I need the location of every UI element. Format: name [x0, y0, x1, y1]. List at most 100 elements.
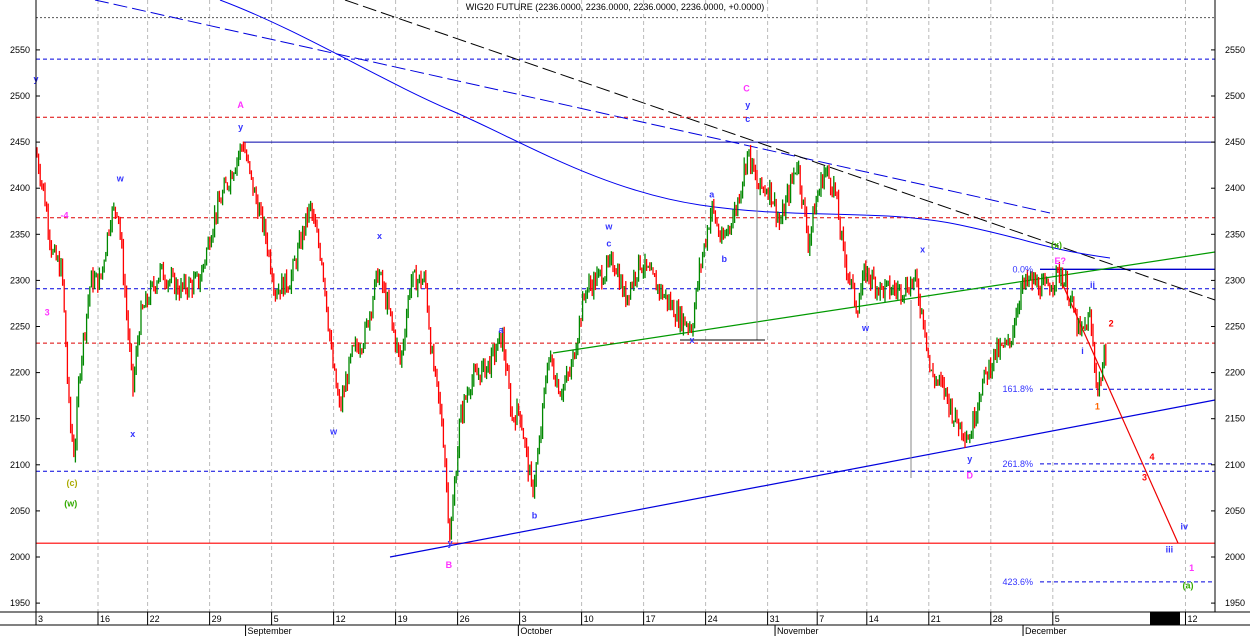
wave-label: 3 [45, 307, 50, 317]
y-tick-label-left: 2450 [10, 137, 30, 147]
fib-label: 423.6% [1002, 577, 1033, 587]
wave-label: a [498, 325, 504, 335]
x-tick-label: 3 [522, 614, 527, 624]
wave-label: a [709, 189, 715, 199]
wave-label: w [329, 426, 338, 436]
wave-label: i [1081, 346, 1084, 356]
x-tick-label: 29 [212, 614, 222, 624]
wave-label: y [967, 454, 972, 464]
month-label: September [248, 626, 292, 636]
y-tick-label-right: 2050 [1225, 506, 1245, 516]
moving-average [219, 0, 1111, 259]
x-tick-label: 24 [708, 614, 718, 624]
wave-label: w [116, 174, 125, 184]
x-tick-label: 12 [336, 614, 346, 624]
y-tick-label-right: 2450 [1225, 137, 1245, 147]
wave-label: 1 [1189, 563, 1194, 573]
wave-label: 1 [1095, 401, 1100, 411]
y-tick-label-right: 2300 [1225, 275, 1245, 285]
x-tick-label: 16 [100, 614, 110, 624]
x-tick-label: 22 [150, 614, 160, 624]
y-tick-label-left: 2300 [10, 275, 30, 285]
wave-label: w [604, 222, 613, 232]
wave-label: y [448, 538, 453, 548]
wave-label: (c) [66, 478, 77, 488]
y-tick-label-right: 2200 [1225, 368, 1245, 378]
wave-label: E? [1054, 256, 1066, 266]
projection-line [1061, 282, 1179, 544]
y-tick-label-left: 2200 [10, 368, 30, 378]
wave-label: (x) [1051, 240, 1062, 250]
wave-label: x [689, 335, 694, 345]
wave-label: c [745, 114, 750, 124]
y-tick-label-right: 2100 [1225, 460, 1245, 470]
x-tick-label: 5 [1055, 614, 1060, 624]
fib-label: 0.0% [1012, 264, 1033, 274]
wave-label: y [238, 122, 243, 132]
y-tick-label-right: 2400 [1225, 183, 1245, 193]
y-tick-label-right: 2150 [1225, 414, 1245, 424]
y-tick-label-left: 2350 [10, 229, 30, 239]
grid [35, 0, 1186, 612]
fib-label: 261.8% [1002, 459, 1033, 469]
y-tick-label-right: 2500 [1225, 91, 1245, 101]
x-tick-label: 31 [770, 614, 780, 624]
y-tick-label-left: 2400 [10, 183, 30, 193]
month-label: October [520, 626, 552, 636]
wave-label: (w) [64, 498, 77, 508]
wave-label: y [745, 100, 750, 110]
wave-label: A [237, 100, 244, 110]
y-tick-label-left: 2000 [10, 552, 30, 562]
x-tick-label: 14 [869, 614, 879, 624]
wave-label: b [721, 254, 727, 264]
y-tick-label-left: 2250 [10, 322, 30, 332]
wave-label: B [446, 560, 453, 570]
wave-label: 2 [1109, 319, 1114, 329]
y-tick-label-right: 2000 [1225, 552, 1245, 562]
x-tick-label: 5 [274, 614, 279, 624]
wave-label: D [966, 471, 973, 481]
wave-label: (a) [1182, 580, 1193, 590]
wave-label: C [743, 83, 750, 93]
wave-label: b [532, 510, 538, 520]
wave-label: x [920, 245, 925, 255]
wave-label: iv [1180, 521, 1188, 531]
wave-label: x [130, 429, 135, 439]
y-tick-label-right: 1950 [1225, 598, 1245, 608]
x-tick-label: 3 [38, 614, 43, 624]
wave-label: 4 [1149, 452, 1154, 462]
wave-label: x [377, 231, 382, 241]
lower-trendline [389, 399, 1216, 558]
x-tick-label: 12 [1187, 614, 1197, 624]
month-label: November [777, 626, 819, 636]
price-bars [36, 141, 1107, 542]
trend-lines [36, 0, 1216, 583]
y-tick-label-left: 2050 [10, 506, 30, 516]
y-tick-label-left: 2500 [10, 91, 30, 101]
y-tick-label-right: 2350 [1225, 229, 1245, 239]
y-tick-label-left: 2550 [10, 45, 30, 55]
x-tick-label: 17 [646, 614, 656, 624]
wave-label: iii [1166, 544, 1174, 554]
y-tick-label-left: 1950 [10, 598, 30, 608]
x-tick-label: 28 [993, 614, 1003, 624]
x-axis-bg [0, 612, 1250, 636]
month-label: December [1025, 626, 1067, 636]
current-period-marker [1150, 612, 1180, 625]
x-tick-label: 10 [584, 614, 594, 624]
fib-label: 161.8% [1002, 384, 1033, 394]
wave-annotations: 0.0% 161.8% 261.8% 423.6% y 3 -4 (c) (w) w x Ay w x y B… [33, 74, 1194, 590]
wave-label: -4 [61, 211, 69, 221]
black-dashed-trendline [344, 0, 1216, 301]
x-tick-label: 7 [819, 614, 824, 624]
wave-label: 3 [1142, 472, 1147, 482]
x-tick-label: 21 [931, 614, 941, 624]
x-tick-label: 26 [460, 614, 470, 624]
chart-title: WIG20 FUTURE (2236.0000, 2236.0000, 2236… [466, 2, 764, 12]
x-tick-label: 19 [398, 614, 408, 624]
y-tick-label-left: 2100 [10, 460, 30, 470]
wave-label: c [606, 238, 611, 248]
